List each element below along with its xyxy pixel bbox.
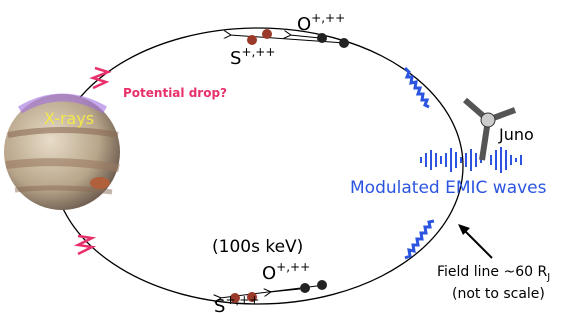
field-line-label: Field line ~60 RJ: [437, 264, 550, 283]
ion-label: O+,++: [297, 11, 345, 35]
scale-note: (not to scale): [452, 286, 545, 302]
pointer-arrow: [463, 229, 492, 258]
xrays-label: X-rays: [44, 109, 94, 128]
ion-label: O+,++: [262, 260, 310, 284]
ion-label: S+,++: [214, 293, 259, 313]
diagram: O+,++ S+,++ Potential drop? X-rays Juno …: [0, 0, 586, 313]
energy-label: (100s keV): [212, 237, 303, 257]
ion-label: S+,++: [230, 45, 275, 69]
wave: [405, 68, 429, 107]
wave: [405, 221, 434, 258]
emic-wave: [421, 147, 521, 173]
emic-label: Modulated EMIC waves: [350, 178, 547, 198]
juno-label: Juno: [498, 125, 534, 144]
potential-label: Potential drop?: [123, 86, 227, 100]
